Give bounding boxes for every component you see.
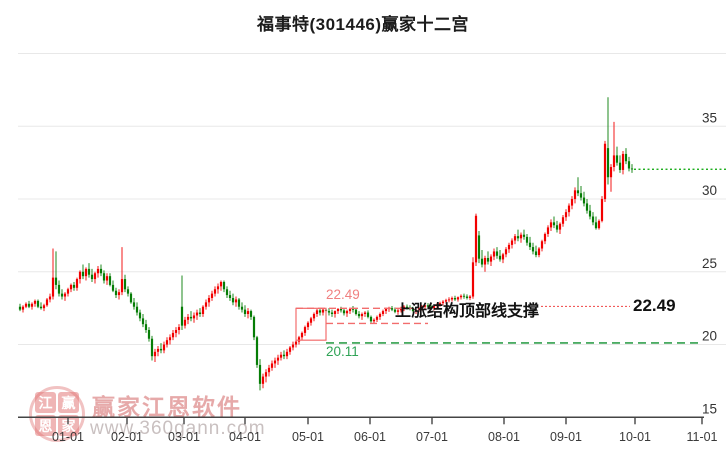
seal-char: 江 — [35, 392, 56, 413]
x-axis-label: 02-01 — [111, 430, 143, 444]
candlestick-series — [18, 97, 634, 391]
seal-char: 赢 — [58, 392, 79, 413]
seal-char: 家 — [58, 415, 79, 436]
seal-characters: 江 赢 恩 家 — [35, 392, 79, 436]
x-axis-label: 08-01 — [488, 430, 520, 444]
x-axis-label: 09-01 — [550, 430, 582, 444]
seal-char: 恩 — [35, 415, 56, 436]
y-axis-label: 30 — [702, 183, 717, 198]
y-axis-label: 20 — [702, 329, 717, 344]
x-axis-label: 05-01 — [292, 430, 324, 444]
watermark-url-text: www.360gann.com — [90, 418, 266, 439]
gann-seal-logo: 江 赢 恩 家 — [29, 386, 85, 442]
y-axis-label: 15 — [702, 401, 717, 416]
x-axis-label: 10-01 — [619, 430, 651, 444]
x-axis-label: 01-01 — [52, 430, 84, 444]
x-axis-label: 04-01 — [229, 430, 261, 444]
x-axis-label: 06-01 — [354, 430, 386, 444]
x-axis-label: 03-01 — [168, 430, 200, 444]
watermark-brand-text: 赢家江恩软件 — [92, 394, 242, 420]
y-axis-label: 35 — [702, 110, 717, 125]
x-axis-label: 07-01 — [416, 430, 448, 444]
y-axis-label: 25 — [702, 256, 717, 271]
x-axis-label: 11-01 — [686, 430, 717, 444]
